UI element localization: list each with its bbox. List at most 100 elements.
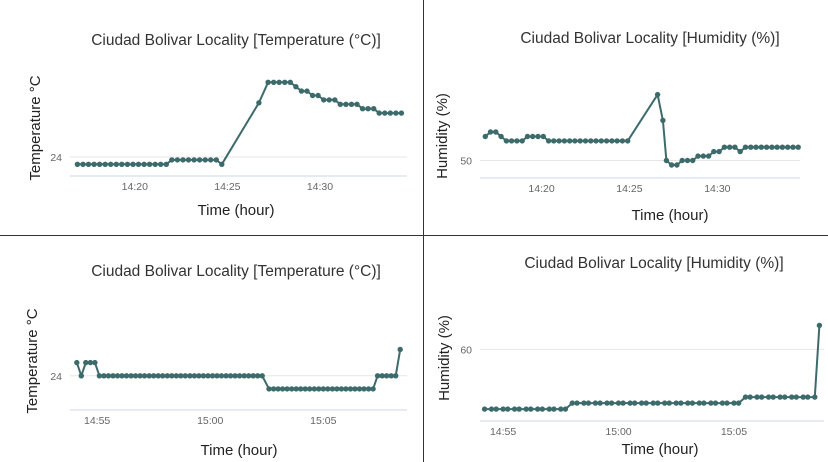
data-point[interactable] — [304, 88, 310, 94]
data-point[interactable] — [608, 400, 615, 406]
data-point[interactable] — [482, 133, 488, 140]
data-point[interactable] — [163, 161, 169, 167]
data-point[interactable] — [790, 144, 796, 150]
data-point[interactable] — [376, 110, 382, 116]
data-point[interactable] — [371, 106, 377, 112]
data-point[interactable] — [227, 373, 234, 379]
data-point[interactable] — [593, 138, 599, 144]
data-point[interactable] — [539, 406, 545, 412]
data-point[interactable] — [777, 394, 783, 400]
data-point[interactable] — [232, 373, 238, 379]
data-point[interactable] — [732, 144, 738, 150]
data-point[interactable] — [151, 373, 157, 379]
data-point[interactable] — [487, 129, 494, 135]
data-point[interactable] — [625, 138, 631, 144]
data-point[interactable] — [758, 144, 764, 150]
data-point[interactable] — [679, 157, 685, 164]
data-point[interactable] — [365, 386, 372, 392]
data-point[interactable] — [519, 138, 525, 144]
data-point[interactable] — [685, 400, 691, 406]
data-point[interactable] — [108, 161, 114, 167]
data-point[interactable] — [91, 161, 97, 167]
data-point[interactable] — [113, 161, 120, 167]
data-point[interactable] — [800, 394, 806, 400]
data-point[interactable] — [119, 373, 125, 379]
data-point[interactable] — [101, 373, 107, 379]
data-point[interactable] — [816, 322, 823, 329]
data-point[interactable] — [619, 138, 626, 144]
data-point[interactable] — [505, 406, 511, 412]
data-point[interactable] — [102, 161, 108, 167]
data-point[interactable] — [382, 110, 388, 116]
data-point[interactable] — [620, 400, 626, 406]
data-point[interactable] — [785, 144, 791, 150]
data-point[interactable] — [545, 138, 552, 144]
data-point[interactable] — [546, 406, 552, 412]
data-point[interactable] — [558, 406, 564, 412]
data-point[interactable] — [592, 400, 599, 406]
data-point[interactable] — [78, 373, 85, 379]
data-point[interactable] — [370, 386, 376, 392]
data-point[interactable] — [585, 400, 592, 406]
data-point[interactable] — [603, 138, 610, 144]
data-point[interactable] — [338, 386, 345, 392]
data-point[interactable] — [246, 373, 252, 379]
data-point[interactable] — [742, 144, 749, 150]
data-point[interactable] — [812, 394, 818, 400]
data-point[interactable] — [178, 373, 184, 379]
data-point[interactable] — [132, 373, 139, 379]
data-point[interactable] — [315, 92, 321, 99]
data-point[interactable] — [789, 394, 795, 400]
data-point[interactable] — [348, 101, 355, 108]
data-point[interactable] — [356, 386, 363, 392]
data-point[interactable] — [311, 386, 317, 392]
data-point[interactable] — [498, 133, 504, 140]
data-point[interactable] — [354, 101, 360, 108]
data-point[interactable] — [569, 400, 575, 406]
data-point[interactable] — [627, 400, 633, 406]
data-point[interactable] — [293, 84, 299, 90]
data-point[interactable] — [737, 148, 743, 155]
data-point[interactable] — [493, 129, 499, 135]
data-point[interactable] — [155, 373, 161, 379]
data-point[interactable] — [205, 373, 211, 379]
data-point[interactable] — [196, 373, 202, 379]
data-point[interactable] — [567, 138, 573, 144]
data-point[interactable] — [500, 406, 506, 412]
data-point[interactable] — [191, 157, 197, 163]
data-point[interactable] — [320, 386, 326, 392]
data-point[interactable] — [731, 400, 737, 406]
data-point[interactable] — [105, 373, 112, 379]
data-point[interactable] — [287, 79, 293, 86]
data-point[interactable] — [588, 138, 594, 144]
data-point[interactable] — [219, 161, 225, 167]
data-point[interactable] — [561, 138, 568, 144]
data-point[interactable] — [275, 386, 281, 392]
data-point[interactable] — [638, 400, 645, 406]
data-point[interactable] — [128, 373, 134, 379]
data-point[interactable] — [763, 144, 770, 150]
data-point[interactable] — [805, 394, 811, 400]
data-point[interactable] — [393, 373, 399, 379]
data-point[interactable] — [643, 400, 649, 406]
data-point[interactable] — [721, 144, 728, 150]
data-point[interactable] — [562, 406, 569, 412]
data-point[interactable] — [530, 133, 536, 140]
data-point[interactable] — [334, 386, 340, 392]
data-point[interactable] — [551, 138, 557, 144]
data-point[interactable] — [795, 144, 801, 150]
data-point[interactable] — [146, 373, 152, 379]
data-point[interactable] — [135, 161, 142, 167]
data-point[interactable] — [574, 400, 580, 406]
data-point[interactable] — [74, 359, 80, 366]
data-point[interactable] — [398, 110, 405, 116]
data-point[interactable] — [388, 373, 394, 379]
data-point[interactable] — [276, 79, 282, 86]
data-point[interactable] — [712, 400, 719, 406]
data-point[interactable] — [597, 400, 603, 406]
data-point[interactable] — [80, 161, 86, 167]
data-point[interactable] — [540, 133, 546, 140]
data-point[interactable] — [747, 394, 753, 400]
data-point[interactable] — [716, 148, 722, 155]
data-point[interactable] — [173, 373, 179, 379]
